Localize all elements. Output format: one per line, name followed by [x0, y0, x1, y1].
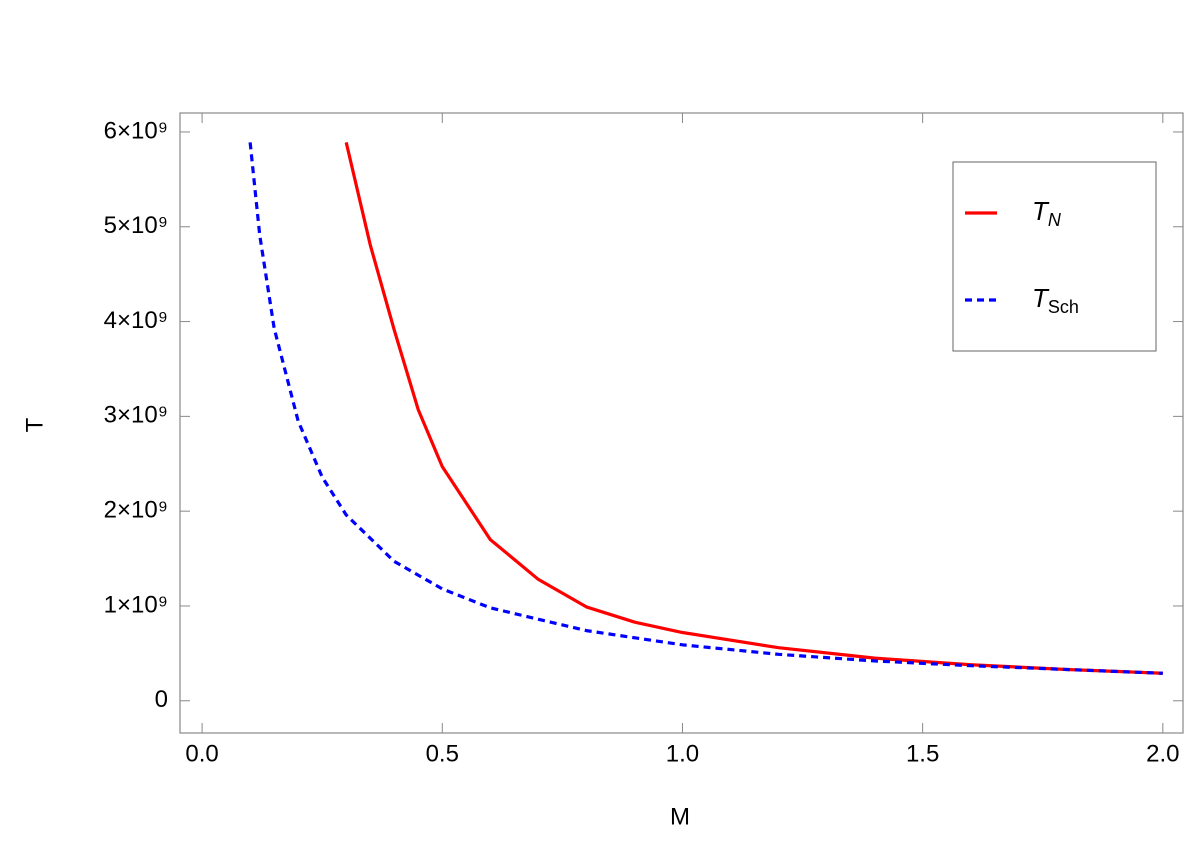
legend-label: TSch — [1032, 283, 1079, 317]
x-tick-label: 1.5 — [906, 740, 939, 767]
x-axis-label: M — [670, 803, 690, 830]
legend-label: TN — [1032, 196, 1062, 230]
y-tick-label: 1×10⁹ — [104, 591, 168, 618]
y-tick-label: 2×10⁹ — [104, 497, 168, 524]
series-line — [248, 142, 1163, 675]
y-tick-label: 6×10⁹ — [104, 117, 168, 144]
x-tick-label: 2.0 — [1146, 740, 1179, 767]
x-tick-label: 0.5 — [426, 740, 459, 767]
y-axis-label: T — [21, 417, 48, 432]
y-tick-label: 5×10⁹ — [104, 212, 168, 239]
legend-box — [952, 161, 1157, 352]
y-tick-label: 3×10⁹ — [104, 402, 168, 429]
y-tick-label: 4×10⁹ — [104, 307, 168, 334]
plot-frame — [179, 112, 1184, 734]
x-tick-label: 1.0 — [666, 740, 699, 767]
y-tick-label: 0 — [155, 686, 168, 713]
x-tick-label: 0.0 — [185, 740, 218, 767]
series-line — [344, 142, 1163, 675]
